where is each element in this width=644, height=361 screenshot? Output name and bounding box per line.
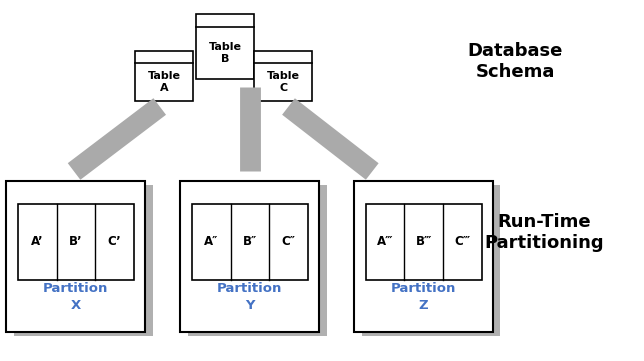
Text: Z: Z — [419, 299, 428, 312]
Bar — [188, 185, 327, 336]
Bar — [192, 204, 308, 280]
Bar — [196, 14, 254, 79]
Text: X: X — [71, 299, 80, 312]
Bar — [366, 204, 482, 280]
Text: Y: Y — [245, 299, 254, 312]
Text: A’: A’ — [31, 235, 44, 248]
Text: B’: B’ — [69, 235, 83, 248]
Text: Table
A: Table A — [147, 71, 181, 93]
Bar — [180, 180, 319, 332]
Text: Table
B: Table B — [209, 43, 242, 64]
Text: Database
Schema: Database Schema — [468, 42, 563, 81]
Text: B‴: B‴ — [415, 235, 432, 248]
Text: A″: A″ — [204, 235, 218, 248]
Text: Partition: Partition — [391, 282, 456, 295]
Text: C‴: C‴ — [454, 235, 471, 248]
Text: Table
C: Table C — [267, 71, 300, 93]
Text: Partition: Partition — [217, 282, 282, 295]
Text: C″: C″ — [281, 235, 296, 248]
Text: Run-Time
Partitioning: Run-Time Partitioning — [484, 213, 604, 252]
Text: A‴: A‴ — [377, 235, 393, 248]
Bar — [254, 51, 312, 101]
Text: Partition: Partition — [43, 282, 108, 295]
Text: B″: B″ — [243, 235, 257, 248]
Bar — [18, 204, 134, 280]
Bar — [14, 185, 153, 336]
Bar — [362, 185, 500, 336]
Text: C’: C’ — [108, 235, 122, 248]
Bar — [354, 180, 493, 332]
Bar — [135, 51, 193, 101]
Bar — [6, 180, 145, 332]
